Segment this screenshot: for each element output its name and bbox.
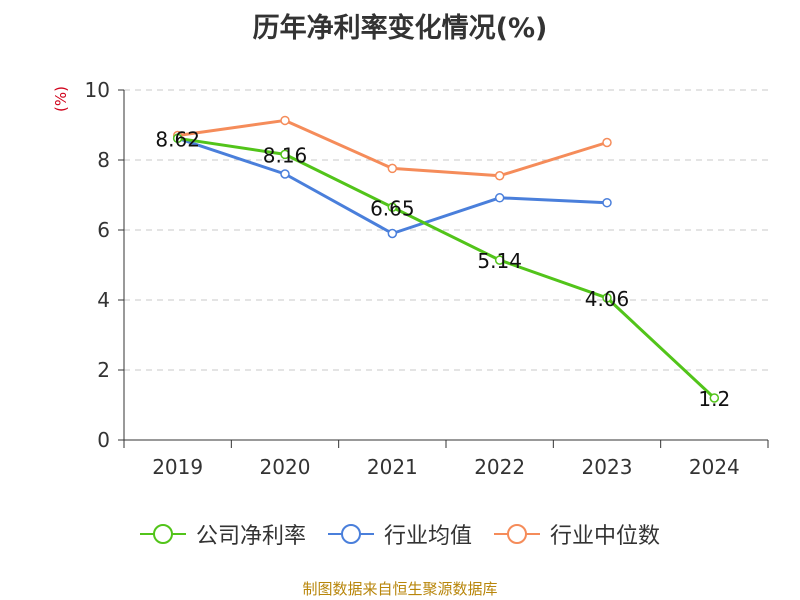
data-label: 1.2 <box>698 387 730 411</box>
data-point <box>602 137 612 148</box>
y-tick-label: 6 <box>97 218 110 242</box>
y-tick-label: 10 <box>85 78 110 102</box>
data-point <box>602 197 612 208</box>
legend-marker-icon <box>494 523 540 545</box>
y-tick-label: 2 <box>97 358 110 382</box>
data-label: 4.06 <box>585 287 630 311</box>
legend-label: 公司净利率 <box>195 524 306 549</box>
data-point <box>494 193 505 203</box>
legend: 公司净利率 行业均值 行业中位数 <box>0 518 800 550</box>
y-tick-label: 4 <box>97 288 110 312</box>
data-label: 8.16 <box>263 143 308 167</box>
legend-item-company-net-margin[interactable]: 公司净利率 <box>139 518 306 550</box>
x-tick-label: 2024 <box>689 455 740 479</box>
data-point <box>387 228 398 239</box>
data-point <box>280 169 290 179</box>
y-tick-label: 0 <box>97 428 110 452</box>
y-tick-label: 8 <box>97 148 110 172</box>
data-point <box>494 255 505 265</box>
chart-title: 历年净利率变化情况(%) <box>252 13 548 44</box>
data-point <box>709 393 720 403</box>
legend-marker-icon <box>139 523 186 545</box>
data-label: 8.62 <box>155 127 200 151</box>
x-tick-label: 2021 <box>367 455 418 479</box>
data-point <box>172 133 183 144</box>
legend-item-industry-mean[interactable]: 行业均值 <box>327 518 472 550</box>
legend-label: 行业均值 <box>383 524 472 549</box>
data-point <box>494 171 505 181</box>
x-tick-label: 2022 <box>474 455 525 479</box>
data-point <box>387 163 398 174</box>
data-point <box>280 149 290 160</box>
data-point <box>602 293 612 303</box>
data-source-note: 制图数据来自恒生聚源数据库 <box>302 580 498 598</box>
legend-label: 行业中位数 <box>550 524 661 549</box>
x-tick-label: 2019 <box>152 455 203 479</box>
x-tick-label: 2020 <box>260 455 311 479</box>
data-label: 6.65 <box>370 196 415 220</box>
legend-item-industry-median[interactable]: 行业中位数 <box>494 518 660 550</box>
data-label: 5.14 <box>477 249 522 273</box>
data-point <box>387 202 398 212</box>
legend-marker-icon <box>327 523 374 545</box>
series-line <box>177 136 716 400</box>
data-point <box>280 115 290 126</box>
x-tick-label: 2023 <box>582 455 633 479</box>
